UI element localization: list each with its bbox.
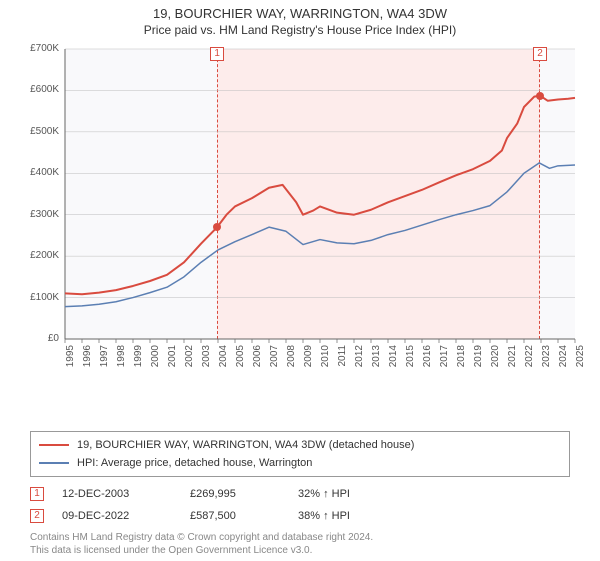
- series-line: [65, 96, 575, 295]
- event-row: 2 09-DEC-2022 £587,500 38% ↑ HPI: [30, 505, 570, 527]
- price-chart: £0£100K£200K£300K£400K£500K£600K£700K199…: [15, 43, 585, 383]
- series-layer: [15, 43, 585, 383]
- legend-label: HPI: Average price, detached house, Warr…: [77, 457, 312, 469]
- event-marker: 1: [210, 47, 224, 61]
- event-table: 1 12-DEC-2003 £269,995 32% ↑ HPI 2 09-DE…: [30, 483, 570, 527]
- event-row: 1 12-DEC-2003 £269,995 32% ↑ HPI: [30, 483, 570, 505]
- event-point: [213, 223, 221, 231]
- legend-swatch: [39, 444, 69, 446]
- event-marker: 1: [30, 487, 44, 501]
- attribution-line: Contains HM Land Registry data © Crown c…: [30, 531, 570, 544]
- event-point: [536, 92, 544, 100]
- event-date: 09-DEC-2022: [62, 510, 172, 522]
- legend-swatch: [39, 462, 69, 464]
- event-price: £587,500: [190, 510, 280, 522]
- event-price: £269,995: [190, 488, 280, 500]
- chart-subtitle: Price paid vs. HM Land Registry's House …: [10, 23, 590, 37]
- legend: 19, BOURCHIER WAY, WARRINGTON, WA4 3DW (…: [30, 431, 570, 477]
- legend-row: HPI: Average price, detached house, Warr…: [39, 454, 561, 472]
- event-marker: 2: [30, 509, 44, 523]
- event-pct: 32% ↑ HPI: [298, 488, 408, 500]
- event-date: 12-DEC-2003: [62, 488, 172, 500]
- event-pct: 38% ↑ HPI: [298, 510, 408, 522]
- attribution-line: This data is licensed under the Open Gov…: [30, 544, 570, 557]
- legend-row: 19, BOURCHIER WAY, WARRINGTON, WA4 3DW (…: [39, 436, 561, 454]
- chart-title: 19, BOURCHIER WAY, WARRINGTON, WA4 3DW: [10, 6, 590, 21]
- legend-label: 19, BOURCHIER WAY, WARRINGTON, WA4 3DW (…: [77, 439, 414, 451]
- event-marker: 2: [533, 47, 547, 61]
- series-line: [65, 163, 575, 307]
- attribution: Contains HM Land Registry data © Crown c…: [30, 531, 570, 557]
